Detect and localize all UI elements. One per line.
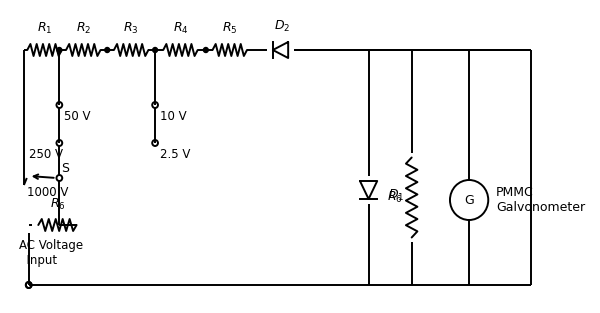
- Text: $R_4$: $R_4$: [173, 21, 188, 36]
- Text: 10 V: 10 V: [160, 110, 187, 124]
- Text: 250 V: 250 V: [29, 148, 63, 162]
- Text: 1000 V: 1000 V: [27, 186, 68, 198]
- Text: $D_2$: $D_2$: [274, 19, 290, 34]
- Text: $D_1$: $D_1$: [388, 187, 404, 203]
- Text: $R_5$: $R_5$: [222, 21, 238, 36]
- Text: 2.5 V: 2.5 V: [160, 148, 190, 162]
- Text: $R_1$: $R_1$: [37, 21, 52, 36]
- Text: PMMC
Galvonometer: PMMC Galvonometer: [496, 186, 585, 214]
- Text: $R_2$: $R_2$: [76, 21, 91, 36]
- Text: AC Voltage
  Input: AC Voltage Input: [19, 239, 83, 267]
- Text: G: G: [464, 193, 474, 207]
- Circle shape: [105, 48, 110, 53]
- Text: $R_3$: $R_3$: [124, 21, 139, 36]
- Text: S: S: [61, 162, 69, 175]
- Circle shape: [153, 48, 157, 53]
- Text: $R_6$: $R_6$: [50, 197, 65, 212]
- Text: 50 V: 50 V: [64, 110, 91, 124]
- Circle shape: [57, 48, 62, 53]
- Circle shape: [203, 48, 208, 53]
- Text: $R_6$: $R_6$: [386, 190, 402, 205]
